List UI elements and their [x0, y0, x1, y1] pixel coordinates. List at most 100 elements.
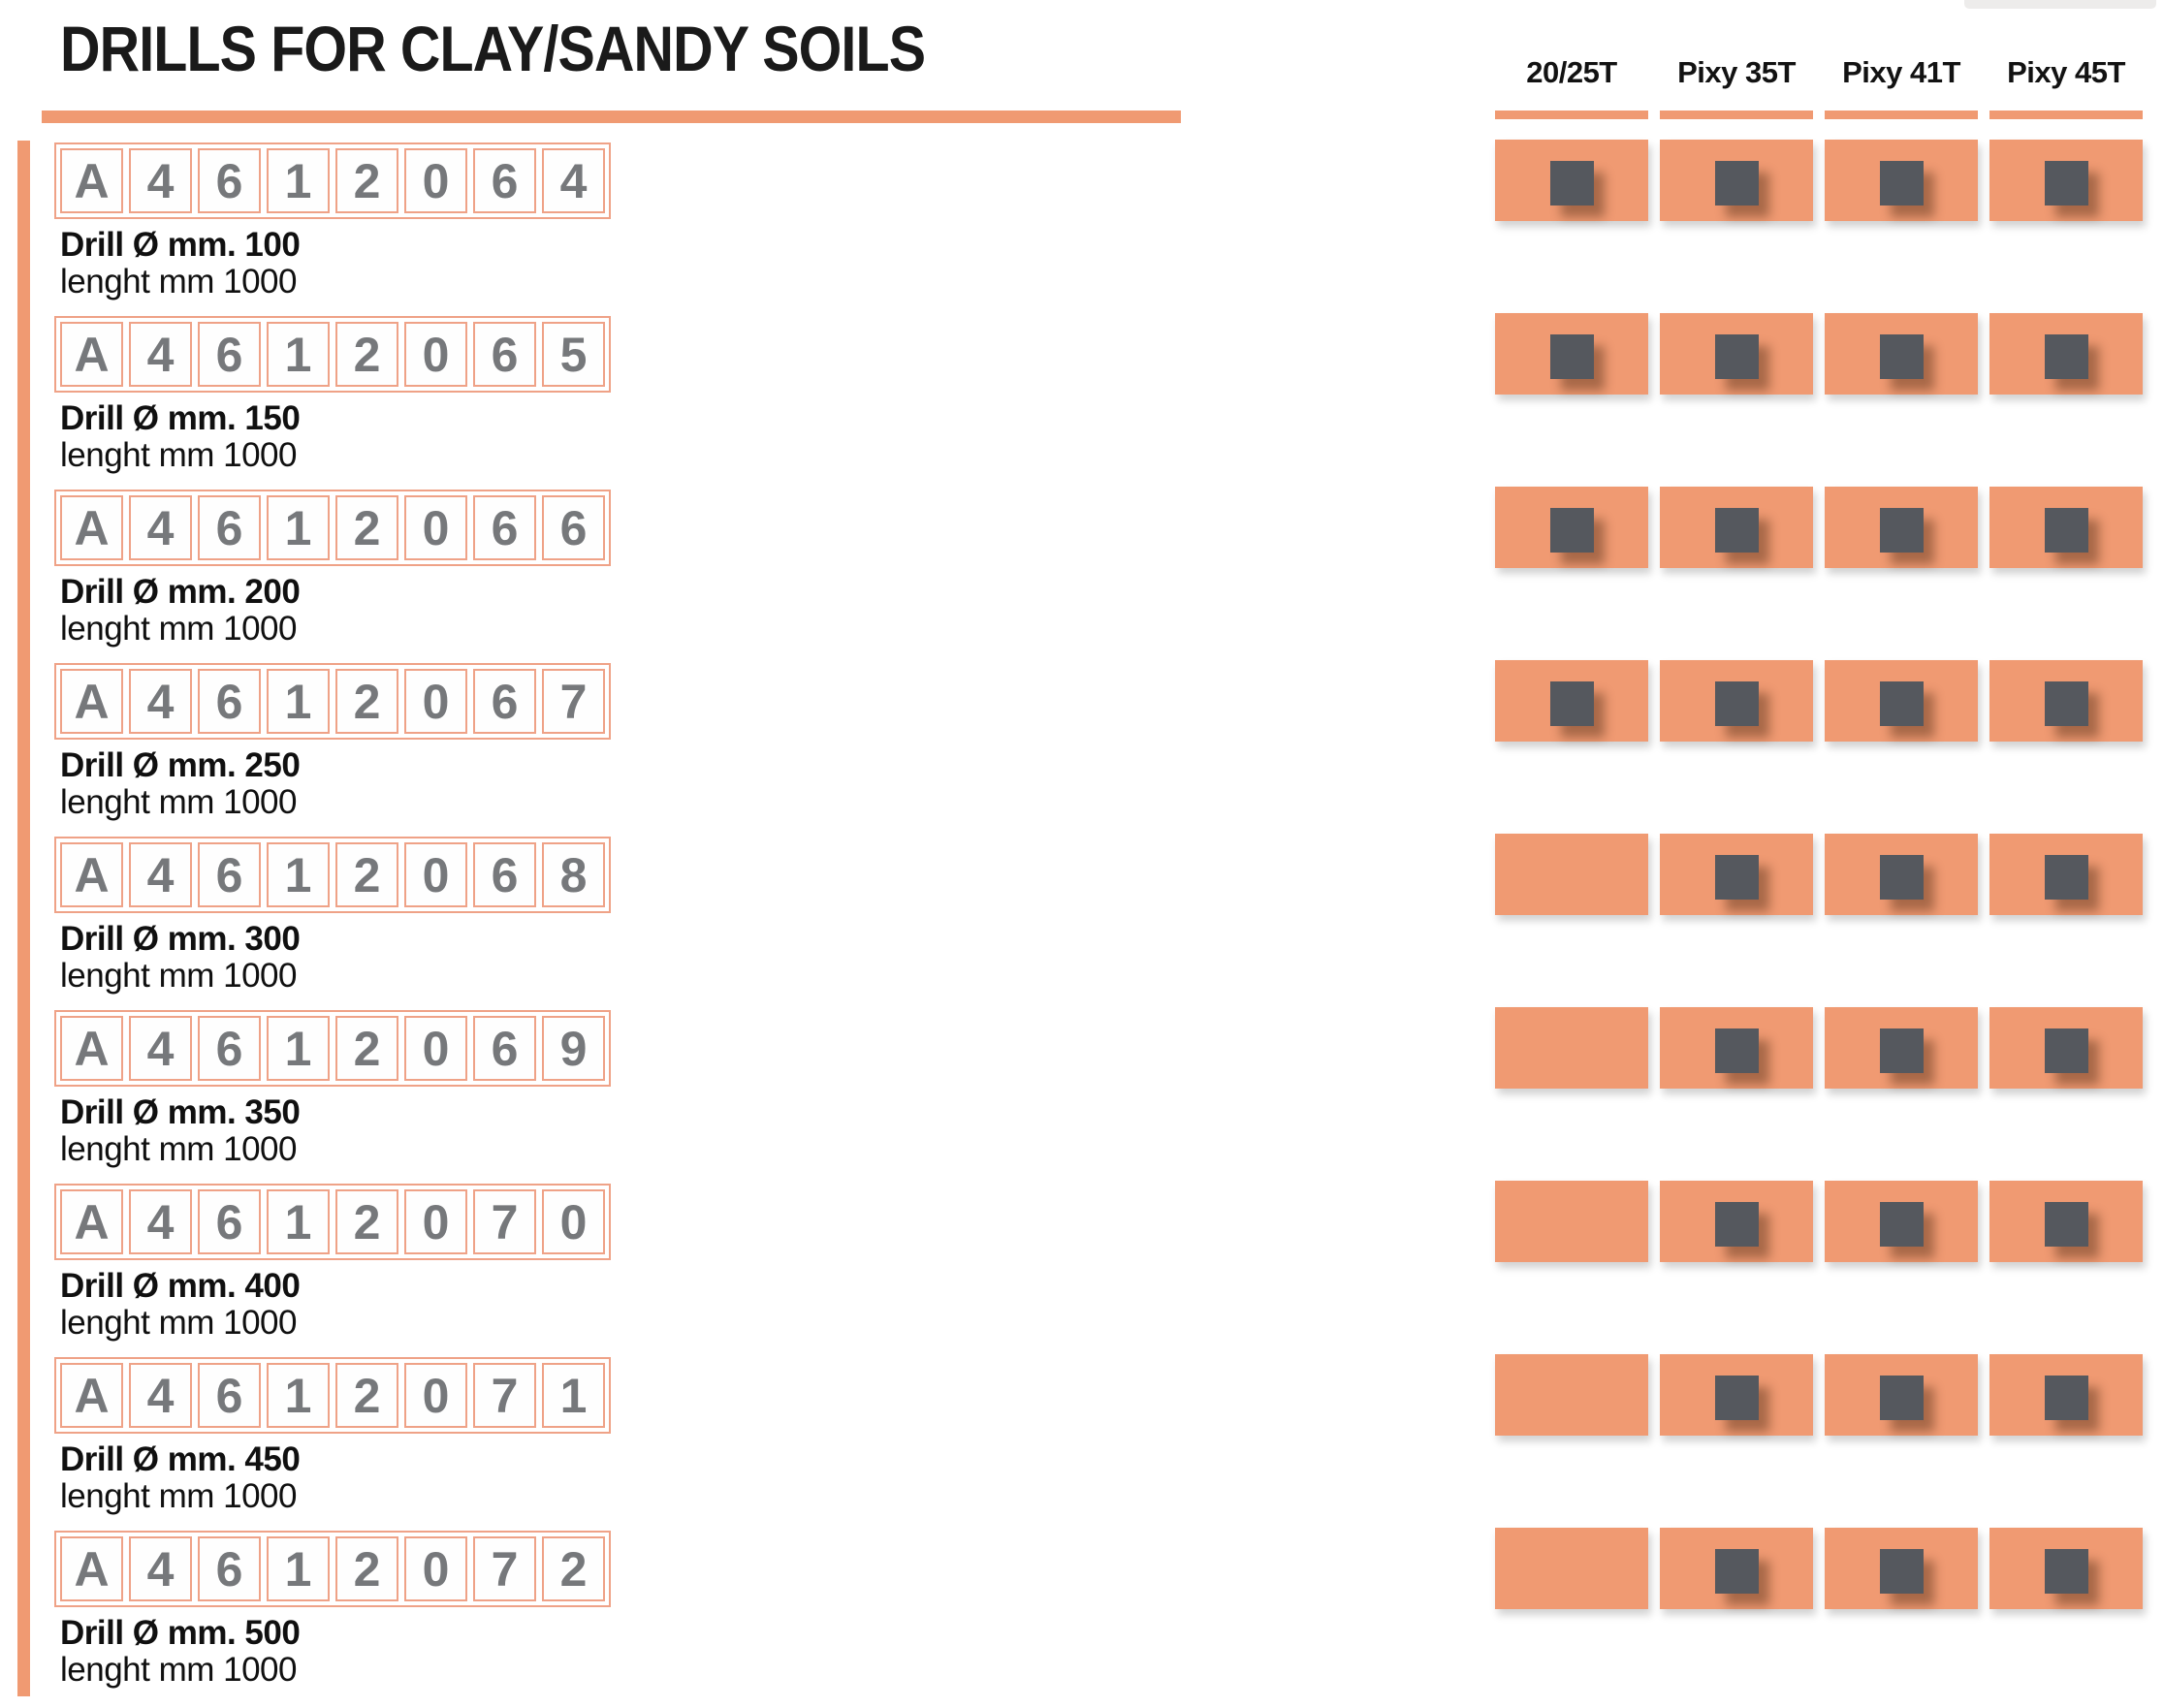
code-char-box: 0: [542, 1189, 605, 1254]
code-char-box: 9: [542, 1016, 605, 1081]
product-name: Drill Ø mm. 200: [60, 573, 301, 611]
product-name: Drill Ø mm. 350: [60, 1093, 301, 1131]
compat-cell: [1989, 487, 2143, 568]
code-char-box: 1: [267, 1536, 330, 1601]
code-char-box: 4: [129, 148, 192, 213]
code-char-box: 1: [267, 148, 330, 213]
product-name: Drill Ø mm. 150: [60, 399, 301, 437]
code-char-box: 4: [129, 842, 192, 907]
compatibility-marker-icon: [2044, 334, 2088, 379]
code-char-box: 4: [129, 1016, 192, 1081]
code-char-box: A: [60, 842, 123, 907]
page-title: DRILLS FOR CLAY/SANDY SOILS: [60, 13, 926, 84]
code-char-box: 1: [267, 669, 330, 734]
code-char-box: 6: [473, 669, 536, 734]
product-length: lenght mm 1000: [60, 1304, 297, 1342]
compat-cell: [1825, 1007, 1978, 1089]
compat-cell: [1660, 1354, 1813, 1436]
compat-cell: [1989, 1181, 2143, 1262]
code-char-box: 6: [198, 495, 261, 560]
compat-cell: [1989, 313, 2143, 395]
compatibility-marker-icon: [2044, 1028, 2088, 1073]
code-char-box: 1: [542, 1363, 605, 1428]
code-char-box: 2: [335, 148, 398, 213]
compatibility-marker-icon: [1879, 855, 1924, 900]
column-header-underline: [1989, 111, 2143, 119]
compatibility-marker-icon: [1879, 508, 1924, 553]
code-char-box: 4: [129, 322, 192, 387]
code-char-box: 2: [335, 1536, 398, 1601]
code-char-box: 2: [335, 1189, 398, 1254]
title-underline-rule: [42, 111, 1181, 123]
code-char-box: 0: [404, 1363, 467, 1428]
column-header-1: Pixy 35T: [1677, 55, 1796, 89]
column-header-underline: [1660, 111, 1813, 119]
compatibility-marker-icon: [1714, 334, 1759, 379]
code-char-box: 2: [542, 1536, 605, 1601]
compat-cell: [1660, 1528, 1813, 1609]
compat-cell: [1825, 660, 1978, 742]
code-char-box: 0: [404, 495, 467, 560]
code-char-box: 6: [198, 1536, 261, 1601]
code-char-box: 4: [129, 1363, 192, 1428]
compatibility-marker-icon: [1549, 161, 1594, 206]
product-name: Drill Ø mm. 250: [60, 746, 301, 784]
code-char-box: 1: [267, 1189, 330, 1254]
product-name: Drill Ø mm. 450: [60, 1440, 301, 1478]
code-char-box: 8: [542, 842, 605, 907]
code-char-box: A: [60, 1016, 123, 1081]
column-header-underline: [1825, 111, 1978, 119]
compatibility-marker-icon: [1879, 1028, 1924, 1073]
code-char-box: 7: [473, 1363, 536, 1428]
compat-cell: [1825, 1528, 1978, 1609]
compat-cell: [1825, 834, 1978, 915]
top-edge-artifact: [1964, 0, 2156, 9]
code-char-box: 2: [335, 842, 398, 907]
code-char-box: 6: [473, 148, 536, 213]
code-char-box: A: [60, 1363, 123, 1428]
compatibility-marker-icon: [1879, 161, 1924, 206]
code-char-box: 0: [404, 148, 467, 213]
code-char-box: 0: [404, 1016, 467, 1081]
compat-cell: [1660, 140, 1813, 221]
compatibility-marker-icon: [1714, 508, 1759, 553]
code-char-box: 6: [473, 1016, 536, 1081]
compatibility-marker-icon: [1714, 1376, 1759, 1420]
compat-cell: [1495, 1354, 1648, 1436]
compatibility-marker-icon: [1714, 681, 1759, 726]
compat-cell: [1989, 1007, 2143, 1089]
code-char-box: 6: [198, 842, 261, 907]
column-header-3: Pixy 45T: [2007, 55, 2125, 89]
code-char-box: 0: [404, 669, 467, 734]
compatibility-marker-icon: [2044, 1549, 2088, 1594]
compat-cell: [1495, 487, 1648, 568]
compatibility-marker-icon: [2044, 508, 2088, 553]
product-length: lenght mm 1000: [60, 436, 297, 474]
code-char-box: 4: [542, 148, 605, 213]
code-char-box: A: [60, 1536, 123, 1601]
code-char-box: 6: [542, 495, 605, 560]
compat-cell: [1660, 487, 1813, 568]
compatibility-marker-icon: [1714, 161, 1759, 206]
code-char-box: 1: [267, 495, 330, 560]
compat-cell: [1825, 1354, 1978, 1436]
code-char-box: 5: [542, 322, 605, 387]
product-length: lenght mm 1000: [60, 783, 297, 821]
compatibility-marker-icon: [2044, 1376, 2088, 1420]
compatibility-marker-icon: [1714, 855, 1759, 900]
left-accent-bar: [17, 141, 30, 1696]
compat-cell: [1495, 1528, 1648, 1609]
compatibility-marker-icon: [2044, 161, 2088, 206]
product-length: lenght mm 1000: [60, 1651, 297, 1689]
compat-cell: [1825, 1181, 1978, 1262]
compat-cell: [1660, 834, 1813, 915]
code-char-box: 1: [267, 322, 330, 387]
code-char-box: 7: [473, 1536, 536, 1601]
compat-cell: [1825, 487, 1978, 568]
code-char-box: 6: [198, 1016, 261, 1081]
